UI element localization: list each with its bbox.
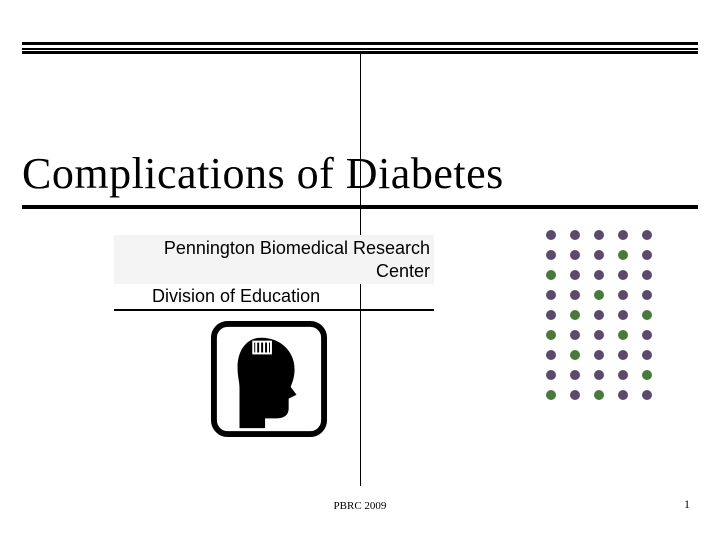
dot — [594, 310, 604, 320]
dot — [594, 330, 604, 340]
dot — [546, 330, 556, 340]
dot — [618, 250, 628, 260]
dot — [642, 350, 652, 360]
dot — [570, 390, 580, 400]
dot — [618, 310, 628, 320]
dot — [618, 350, 628, 360]
subtitle-block: Pennington Biomedical Research Center Di… — [114, 235, 434, 311]
dot — [642, 370, 652, 380]
dot — [570, 370, 580, 380]
dot — [570, 270, 580, 280]
dot — [546, 350, 556, 360]
dot — [546, 310, 556, 320]
dot — [594, 370, 604, 380]
subtitle-line1: Pennington Biomedical Research Center — [114, 235, 434, 284]
dot — [618, 230, 628, 240]
dot — [570, 250, 580, 260]
dot — [642, 290, 652, 300]
organization-logo — [210, 320, 328, 438]
dot — [642, 230, 652, 240]
dot — [618, 370, 628, 380]
dot — [570, 330, 580, 340]
dot — [594, 230, 604, 240]
dot — [642, 310, 652, 320]
dot — [642, 250, 652, 260]
decorative-dot-grid — [546, 230, 658, 404]
dot — [546, 270, 556, 280]
dot — [570, 350, 580, 360]
dot — [618, 330, 628, 340]
dot — [594, 390, 604, 400]
dot — [618, 390, 628, 400]
dot — [546, 230, 556, 240]
subtitle-line2: Division of Education — [114, 286, 434, 311]
dot — [570, 310, 580, 320]
dot — [546, 250, 556, 260]
dot — [546, 290, 556, 300]
dot — [642, 270, 652, 280]
dot — [546, 390, 556, 400]
dot — [618, 270, 628, 280]
title-block: Complications of Diabetes — [22, 148, 698, 209]
dot — [570, 290, 580, 300]
dot — [618, 290, 628, 300]
dot — [642, 390, 652, 400]
dot — [642, 330, 652, 340]
title-underline — [22, 205, 698, 209]
dot — [594, 250, 604, 260]
dot — [546, 370, 556, 380]
dot — [570, 230, 580, 240]
footer-page-number: 1 — [684, 497, 690, 512]
dot — [594, 270, 604, 280]
top-horizontal-rule — [22, 42, 698, 54]
slide-title: Complications of Diabetes — [22, 148, 698, 199]
dot — [594, 290, 604, 300]
footer-center-text: PBRC 2009 — [0, 500, 720, 512]
dot — [594, 350, 604, 360]
